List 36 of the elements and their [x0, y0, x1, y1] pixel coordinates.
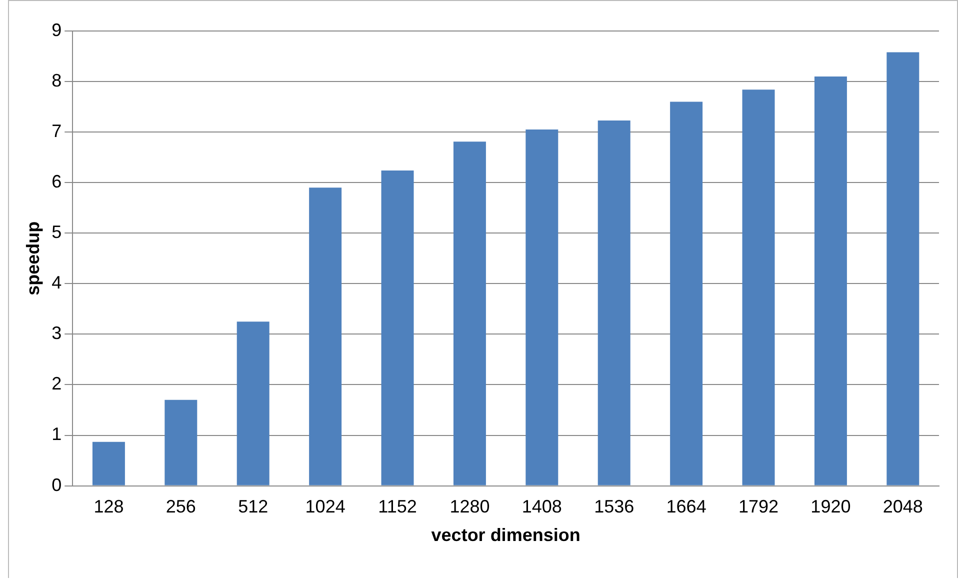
y-tick-label: 7: [52, 121, 62, 142]
bar: [453, 142, 486, 486]
bar: [814, 76, 847, 486]
y-tick-label: 8: [52, 70, 62, 90]
y-tick-label: 1: [52, 424, 62, 444]
bar: [309, 188, 342, 486]
y-tick-label: 3: [52, 323, 62, 344]
y-tick-label: 5: [52, 222, 62, 242]
x-tick-label: 1152: [378, 496, 417, 517]
bar: [598, 120, 630, 486]
x-axis-title: vector dimension: [431, 525, 580, 546]
x-tick-label: 512: [238, 496, 268, 517]
y-tick-label: 9: [52, 20, 62, 40]
bar: [236, 322, 270, 486]
x-tick-label: 1408: [522, 496, 562, 517]
x-tick-label: 1664: [666, 496, 706, 517]
y-tick-label: 6: [52, 172, 62, 192]
x-tick-label: 2048: [882, 496, 923, 517]
x-tick-label: 1024: [305, 496, 346, 517]
x-tick-label: 1792: [738, 496, 779, 517]
bar: [381, 170, 414, 486]
x-tick-label: 128: [94, 496, 124, 517]
y-tick-label: 0: [52, 474, 62, 495]
bar: [526, 130, 558, 486]
x-tick-label: 1280: [450, 496, 490, 517]
bar: [886, 52, 920, 486]
x-tick-label: 1920: [810, 496, 851, 517]
y-tick-label: 4: [52, 272, 62, 293]
bar: [164, 400, 198, 486]
y-axis-title: speedup: [22, 221, 43, 296]
y-tick-label: 2: [52, 374, 62, 394]
bar: [92, 442, 125, 486]
x-tick-label: 256: [166, 496, 196, 517]
x-tick-label: 1536: [594, 496, 634, 517]
bar: [670, 102, 703, 486]
bar: [742, 90, 775, 486]
